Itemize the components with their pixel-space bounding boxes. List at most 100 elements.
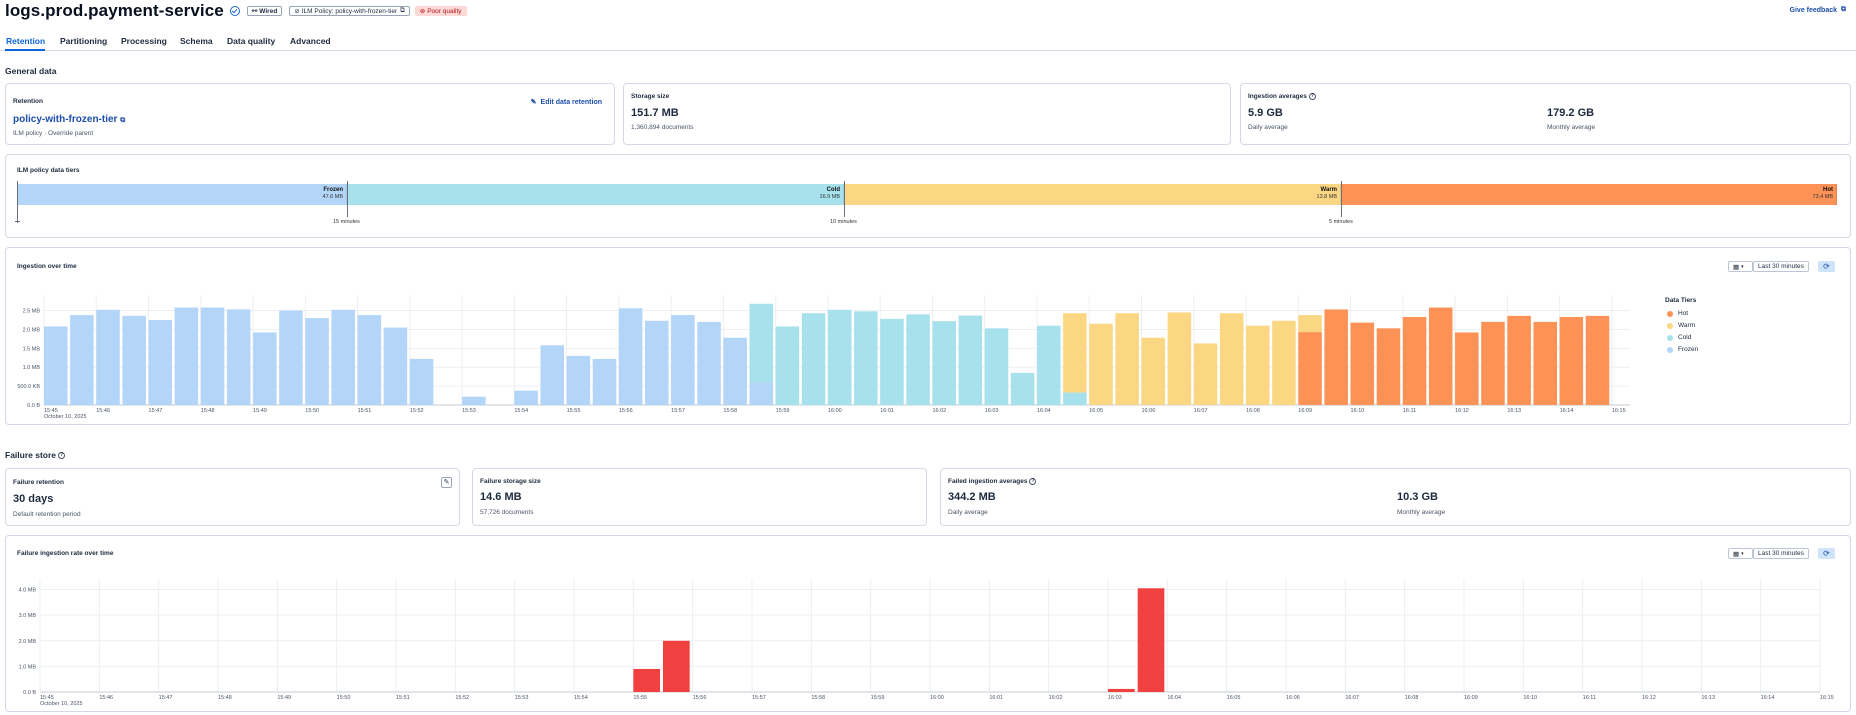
bar-cold[interactable] [958, 315, 983, 405]
bar-frozen[interactable] [148, 320, 173, 405]
legend-item-frozen[interactable]: Frozen [1667, 346, 1698, 353]
bar-cold[interactable] [749, 303, 774, 383]
bar-frozen[interactable] [70, 315, 94, 405]
bar-frozen[interactable] [514, 390, 538, 405]
x-tick-label: 15:58 [723, 408, 737, 414]
ingestion-averages-label: Ingestion averages? [1248, 93, 1316, 101]
bar-cold[interactable] [827, 309, 852, 405]
bar-failure[interactable] [663, 640, 690, 692]
legend-item-warm[interactable]: Warm [1667, 322, 1695, 329]
y-tick-label: 0.0 B [27, 403, 40, 409]
bar-cold[interactable] [854, 311, 878, 405]
tab-processing[interactable]: Processing [121, 36, 167, 46]
tier-tick-label: 10 minutes [830, 219, 857, 225]
bar-frozen[interactable] [200, 307, 225, 405]
bar-frozen[interactable] [331, 309, 355, 405]
bar-frozen[interactable] [409, 358, 434, 405]
bar-hot[interactable] [1350, 322, 1375, 405]
bar-warm[interactable] [1298, 315, 1322, 333]
bar-warm[interactable] [1063, 313, 1087, 393]
bar-hot[interactable] [1428, 307, 1453, 405]
tab-data-quality[interactable]: Data quality [227, 36, 276, 46]
bar-frozen[interactable] [226, 309, 251, 405]
bar-frozen[interactable] [305, 318, 329, 405]
bar-frozen[interactable] [723, 337, 747, 405]
refresh-button[interactable]: ⟳ [1818, 548, 1835, 559]
bar-frozen[interactable] [122, 315, 146, 405]
bar-hot[interactable] [1533, 321, 1557, 405]
bar-hot[interactable] [1324, 309, 1348, 405]
legend-item-hot[interactable]: Hot [1667, 310, 1688, 317]
bar-cold[interactable] [906, 314, 930, 405]
bar-hot[interactable] [1507, 315, 1531, 405]
bar-frozen[interactable] [540, 345, 565, 405]
x-tick-label: 15:49 [277, 695, 291, 701]
tier-hot[interactable]: Hot 73.4 MB [1341, 184, 1837, 205]
bar-frozen[interactable] [44, 326, 68, 405]
bar-frozen[interactable] [279, 310, 303, 405]
bar-cold[interactable] [1063, 392, 1087, 405]
bar-failure[interactable] [1137, 588, 1165, 692]
policy-link[interactable]: policy-with-frozen-tier ⧉ [13, 114, 126, 125]
edit-failure-retention-button[interactable]: ✎ [441, 477, 452, 488]
bar-frozen[interactable] [253, 332, 277, 405]
date-picker-button[interactable]: ▦ ▾ [1728, 261, 1753, 272]
bar-cold[interactable] [932, 321, 956, 405]
bar-frozen[interactable] [383, 327, 408, 405]
bar-frozen[interactable] [96, 309, 120, 405]
tier-cold[interactable]: Cold 16.9 MB [347, 184, 844, 205]
bar-hot[interactable] [1298, 332, 1322, 405]
date-picker-button[interactable]: ▦ ▾ [1728, 548, 1753, 559]
edit-retention-button[interactable]: ✎ Edit data retention [530, 98, 602, 107]
refresh-button[interactable]: ⟳ [1818, 261, 1835, 272]
bar-warm[interactable] [1272, 320, 1296, 405]
bar-cold[interactable] [1010, 372, 1035, 405]
tab-advanced[interactable]: Advanced [290, 36, 331, 46]
x-tick-label: 16:06 [1142, 408, 1156, 414]
bar-failure[interactable] [1108, 688, 1135, 692]
bar-cold[interactable] [1036, 325, 1061, 405]
give-feedback-link[interactable]: Give feedback ⧉ [1789, 6, 1846, 14]
bar-frozen[interactable] [697, 321, 721, 405]
bar-warm[interactable] [1219, 313, 1244, 405]
bar-warm[interactable] [1246, 325, 1270, 405]
bar-frozen[interactable] [645, 320, 669, 405]
tab-schema[interactable]: Schema [180, 36, 213, 46]
bar-frozen[interactable] [671, 315, 695, 405]
bar-warm[interactable] [1167, 312, 1192, 405]
time-range-display[interactable]: Last 30 minutes [1753, 548, 1809, 559]
bar-hot[interactable] [1402, 316, 1427, 405]
help-icon[interactable]: ? [1029, 478, 1037, 485]
bar-frozen[interactable] [749, 382, 774, 405]
tab-retention[interactable]: Retention [6, 36, 46, 46]
ilm-policy-badge[interactable]: ⊘ ILM Policy: policy-with-frozen-tier ⧉ [289, 6, 410, 16]
bar-frozen[interactable] [618, 308, 643, 405]
bar-warm[interactable] [1141, 337, 1166, 405]
bar-hot[interactable] [1559, 316, 1584, 405]
bar-hot[interactable] [1481, 321, 1505, 405]
bar-frozen[interactable] [592, 358, 617, 405]
tier-frozen[interactable]: Frozen 47.6 MB [17, 184, 347, 205]
x-tick-label: 16:03 [1108, 695, 1122, 701]
bar-cold[interactable] [880, 318, 904, 405]
bar-cold[interactable] [801, 313, 826, 405]
bar-warm[interactable] [1115, 313, 1139, 405]
bar-frozen[interactable] [174, 307, 199, 405]
help-icon[interactable]: ? [1308, 93, 1316, 100]
legend-item-cold[interactable]: Cold [1667, 334, 1691, 341]
bar-hot[interactable] [1585, 315, 1610, 405]
bar-failure[interactable] [633, 668, 661, 692]
bar-cold[interactable] [984, 328, 1009, 405]
tier-warm[interactable]: Warm 13.8 MB [844, 184, 1341, 205]
bar-frozen[interactable] [462, 396, 486, 405]
bar-frozen[interactable] [357, 315, 382, 405]
bar-hot[interactable] [1455, 332, 1479, 405]
time-range-display[interactable]: Last 30 minutes [1753, 261, 1809, 272]
tab-partitioning[interactable]: Partitioning [60, 36, 108, 46]
bar-hot[interactable] [1376, 328, 1401, 405]
bar-cold[interactable] [775, 326, 800, 405]
bar-frozen[interactable] [566, 355, 591, 405]
help-icon[interactable]: ? [58, 452, 66, 460]
bar-warm[interactable] [1193, 343, 1218, 405]
bar-warm[interactable] [1089, 323, 1113, 405]
